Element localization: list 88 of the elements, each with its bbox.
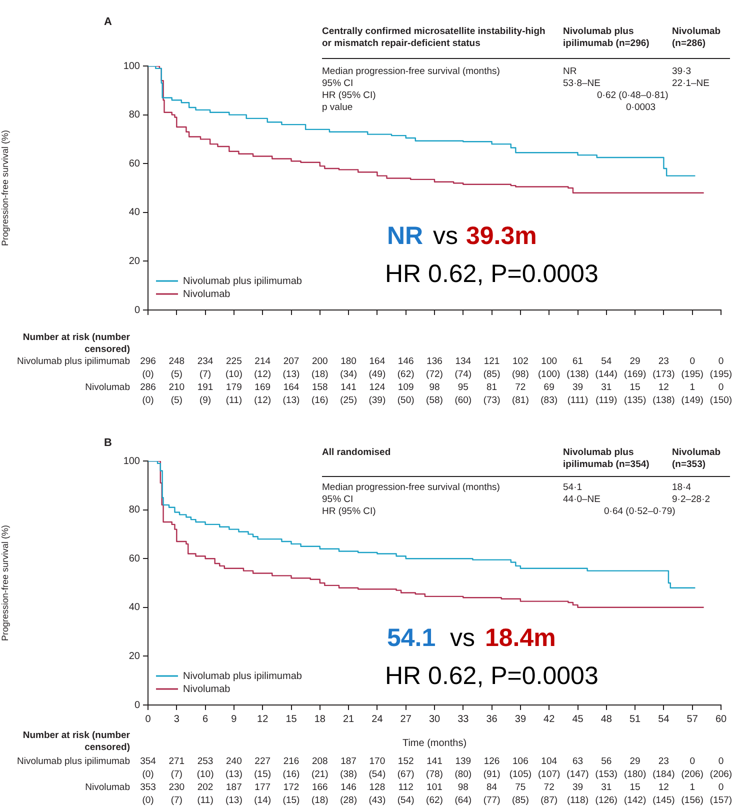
x-tick-label: 3 (174, 714, 180, 725)
y-tick-label: 20 (128, 256, 140, 267)
text: (0) (7) (11) (13) (14) (15) (18) (28) (43) (54) (62) (64) (77) (85) (87) (118) (126) (142) (145) (156) (157) (142, 795, 732, 806)
y-axis-title: Progression-free survival (%) (0, 524, 10, 642)
text: Nivolumab plus ipilimumab (16, 756, 130, 768)
legend-label: Nivolumab plus ipilimumab (183, 276, 302, 287)
text: 286 210 191 179 169 164 158 141 124 109 98 95 81 72 69 39 31 15 12 1 0 (140, 382, 724, 393)
x-tick-label: 12 (257, 714, 269, 725)
annotation: HR (95% CI) (322, 506, 376, 518)
y-axis-title: Progression-free survival (%) (0, 130, 10, 246)
annotation: 9·2–28·2 (672, 494, 710, 506)
annotation: 95% CI (322, 78, 354, 90)
x-tick-label: 48 (600, 714, 612, 725)
text: Centrally confirmed microsatellite instability-high or mismatch repair-deficient status (322, 26, 546, 50)
y-tick-label: 40 (128, 207, 140, 218)
annotation: 0·0003 (626, 102, 656, 114)
x-axis-title: Time (months) (402, 738, 467, 749)
annotation: vs (450, 624, 475, 652)
chart-title: B (104, 437, 112, 449)
text: All randomised (322, 447, 392, 459)
text: (0) (5) (7) (10) (12) (13) (18) (34) (49) (62) (72) (74) (85) (98) (100) (138) (144) (169) (173) (195) (195) (142, 369, 732, 380)
x-tick-label: 45 (572, 714, 584, 725)
x-tick-label: 51 (629, 714, 642, 725)
annotation: 54.1 (387, 624, 436, 652)
x-tick-label: 15 (286, 714, 298, 725)
text: (0) (5) (9) (11) (12) (13) (16) (25) (39) (50) (58) (60) (73) (81) (83) (111) (119) (135) (138) (149) (150) (142, 395, 732, 406)
annotation: 18·4 (672, 482, 692, 494)
x-tick-label: 21 (342, 714, 355, 725)
annotation: 39.3m (466, 222, 537, 250)
legend-label: Nivolumab (183, 684, 231, 695)
text: 296 248 234 225 214 207 200 180 164 146 136 134 121 102 100 61 54 29 23 0 0 (140, 356, 724, 367)
annotation: Median progression-free survival (months) (322, 66, 500, 78)
x-tick-label: 30 (428, 714, 440, 725)
annotation: HR 0.62, P=0.0003 (385, 260, 598, 288)
x-tick-label: 57 (686, 714, 698, 725)
annotation: HR 0.62, P=0.0003 (385, 662, 598, 690)
annotation: 53·8–NE (563, 78, 600, 90)
text: Nivolumab plus ipilimumab (16, 356, 130, 368)
y-tick-label: 80 (128, 504, 140, 516)
x-tick-label: 6 (202, 714, 209, 725)
text: 354 271 253 240 227 216 208 187 170 152 141 139 126 106 104 63 56 29 23 0 0 (140, 756, 724, 767)
text: Nivolumab (84, 782, 130, 794)
legend-label: Nivolumab (183, 288, 231, 300)
x-tick-label: 60 (715, 714, 727, 725)
y-tick-label: 40 (128, 602, 140, 614)
x-tick-label: 36 (486, 714, 498, 725)
x-tick-label: 33 (458, 714, 470, 725)
annotation: Nivolumab (n=353) (672, 447, 722, 471)
text: Nivolumab (84, 382, 130, 394)
x-tick-label: 9 (231, 714, 238, 725)
annotation: NR (563, 66, 577, 78)
annotation: 44·0–NE (563, 494, 600, 506)
text: Nivolumab (n=286) (672, 26, 722, 50)
annotation: 39·3 (672, 66, 692, 78)
annotation: Nivolumab plus ipilimumab (n=354) (563, 447, 650, 471)
annotation: 18.4m (485, 624, 556, 652)
text: Nivolumab plus ipilimumab (n=296) (563, 26, 650, 50)
annotation: 0·62 (0·48–0·81) (597, 90, 668, 102)
annotation: 0·64 (0·52–0·79) (604, 506, 676, 518)
y-tick-label: 60 (128, 553, 140, 564)
y-tick-label: 60 (128, 158, 140, 170)
chart-title: A (104, 16, 112, 28)
y-tick-label: 100 (123, 456, 140, 467)
x-tick-label: 42 (544, 714, 556, 725)
x-tick-label: 39 (514, 714, 526, 725)
text: Number at risk (number censored) (22, 730, 130, 754)
annotation: p value (322, 102, 353, 114)
y-tick-label: 100 (123, 60, 140, 72)
annotation: HR (95% CI) (322, 90, 376, 102)
x-tick-label: 0 (145, 714, 152, 725)
annotation: Median progression-free survival (months) (322, 482, 500, 494)
text: Number at risk (number censored) (22, 332, 130, 356)
text: (0) (7) (10) (13) (15) (16) (21) (38) (54) (67) (78) (80) (91) (105) (107) (147) (153) (180) (184) (206) (206) (142, 769, 732, 780)
annotation: NR (387, 222, 424, 250)
y-tick-label: 0 (134, 700, 140, 711)
y-tick-label: 20 (128, 650, 140, 662)
annotation: vs (433, 222, 458, 250)
y-tick-label: 0 (134, 304, 140, 316)
x-tick-label: 54 (658, 714, 670, 725)
x-tick-label: 24 (372, 714, 384, 725)
annotation: 22·1–NE (672, 78, 710, 90)
x-tick-label: 18 (314, 714, 326, 725)
y-tick-label: 80 (128, 110, 140, 121)
legend-label: Nivolumab plus ipilimumab (183, 670, 302, 682)
text: 353 230 202 187 177 172 166 146 128 112 101 98 84 75 72 39 31 15 12 1 0 (140, 782, 724, 793)
annotation: 54·1 (563, 482, 582, 494)
x-tick-label: 27 (400, 714, 412, 725)
annotation: 95% CI (322, 494, 354, 506)
